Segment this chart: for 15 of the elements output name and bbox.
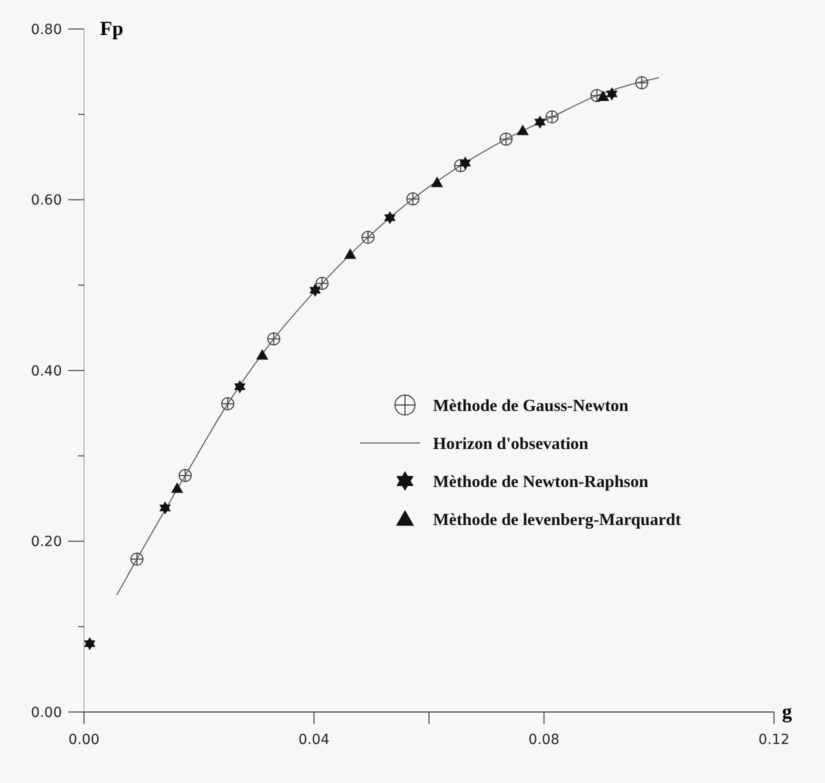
x-tick-label: 0.00 — [68, 732, 100, 748]
x-tick-label: 0.08 — [528, 732, 560, 748]
y-tick-label: 0.80 — [30, 22, 62, 38]
y-tick-label: 0.60 — [30, 192, 62, 209]
legend-label: Mèthode de levenberg-Marquardt — [433, 510, 682, 529]
legend-label: Mèthode de Newton-Raphson — [433, 472, 649, 491]
y-tick-label: 0.40 — [30, 363, 62, 380]
y-tick-label: 0.00 — [30, 704, 62, 721]
x-tick-label: 0.12 — [758, 732, 790, 748]
legend-label: Mèthode de Gauss-Newton — [433, 396, 630, 415]
x-axis-title: g — [782, 701, 792, 723]
y-tick-label: 0.20 — [30, 534, 62, 550]
x-tick-label: 0.04 — [298, 732, 330, 748]
y-axis-title: Fp — [100, 18, 124, 40]
legend-label: Horizon d'obsevation — [433, 434, 589, 453]
